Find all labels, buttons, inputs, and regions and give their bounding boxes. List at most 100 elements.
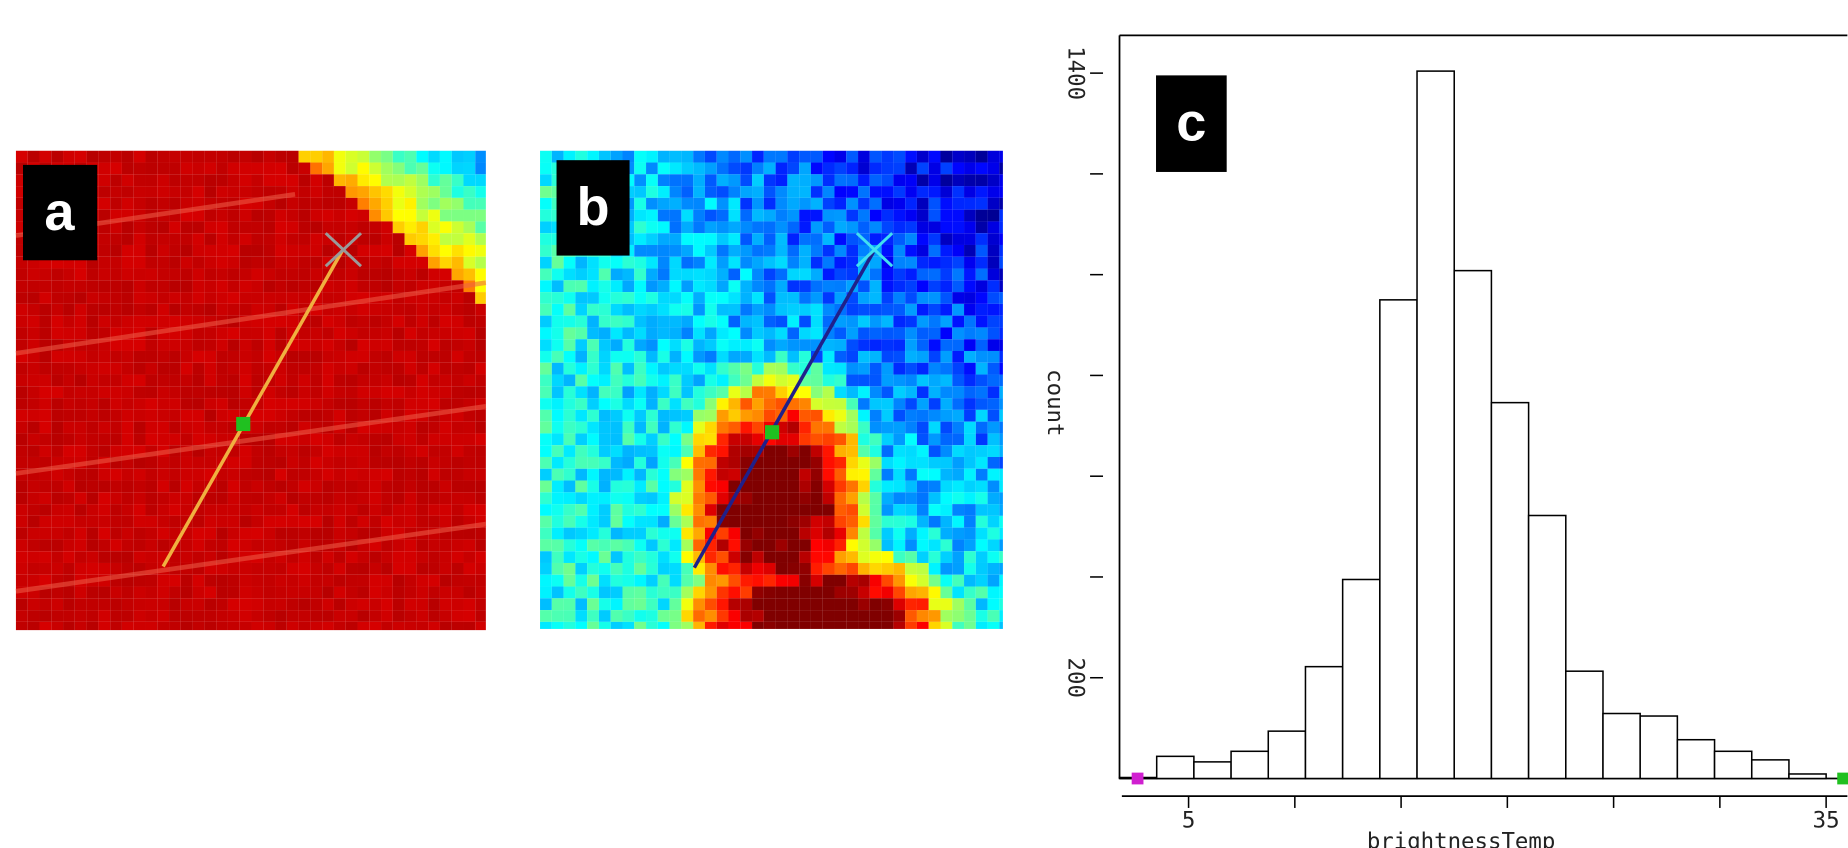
heat-cell	[346, 163, 358, 175]
heat-cell	[740, 186, 752, 198]
heat-cell	[346, 386, 358, 398]
heat-cell	[964, 186, 976, 198]
heat-cell	[440, 186, 452, 198]
heat-cell	[369, 563, 381, 575]
heat-cell	[611, 587, 623, 599]
heat-cell	[87, 492, 99, 504]
heat-cell	[440, 398, 452, 410]
heat-cell	[228, 516, 240, 528]
heat-cell	[905, 410, 917, 422]
heat-cell	[846, 269, 858, 281]
heat-cell	[658, 186, 670, 198]
heat-cell	[717, 339, 729, 351]
heat-cell	[917, 198, 929, 210]
heat-cell	[263, 492, 275, 504]
heat-cell	[952, 221, 964, 233]
heat-cell	[893, 174, 905, 186]
heat-cell	[988, 422, 1000, 434]
heat-cell	[357, 457, 369, 469]
heat-cell	[228, 504, 240, 516]
heat-cell	[275, 174, 287, 186]
heat-cell	[428, 245, 440, 257]
heat-cell	[157, 386, 169, 398]
heat-cell	[228, 269, 240, 281]
heat-cell	[369, 339, 381, 351]
heat-cell	[369, 481, 381, 493]
heat-cell	[381, 445, 393, 457]
heat-cell	[369, 174, 381, 186]
heat-cell	[39, 398, 51, 410]
heat-cell	[393, 516, 405, 528]
heat-cell	[670, 210, 682, 222]
heat-cell	[98, 292, 110, 304]
heat-cell	[670, 528, 682, 540]
bar	[1157, 756, 1194, 778]
heat-cell	[452, 351, 464, 363]
heat-cell	[428, 233, 440, 245]
heat-cell	[929, 398, 941, 410]
heat-cell	[988, 174, 1000, 186]
heat-cell	[134, 598, 146, 610]
heat-cell	[823, 539, 835, 551]
heat-cell	[976, 269, 988, 281]
heat-cell	[976, 363, 988, 375]
heat-cell	[381, 186, 393, 198]
heat-cell	[275, 269, 287, 281]
heat-cell	[964, 233, 976, 245]
heat-cell	[905, 551, 917, 563]
heat-cell	[776, 610, 788, 622]
heat-cell	[463, 539, 475, 551]
heat-cell	[240, 563, 252, 575]
heat-cell	[587, 587, 599, 599]
heat-cell	[681, 233, 693, 245]
heat-cell	[228, 327, 240, 339]
heat-cell	[216, 422, 228, 434]
heat-cell	[134, 304, 146, 316]
heat-cell	[988, 410, 1000, 422]
heat-cell	[693, 481, 705, 493]
heat-cell	[145, 386, 157, 398]
heat-cell	[63, 516, 75, 528]
heat-cell	[587, 269, 599, 281]
heat-cell	[16, 292, 28, 304]
heat-cell	[28, 457, 40, 469]
heat-cell	[587, 610, 599, 622]
heat-cell	[357, 245, 369, 257]
heat-cell	[381, 575, 393, 587]
heat-cell	[870, 280, 882, 292]
heat-cell	[357, 375, 369, 387]
heat-cell	[393, 351, 405, 363]
heat-cell	[428, 481, 440, 493]
heat-cell	[858, 398, 870, 410]
heat-cell	[587, 457, 599, 469]
heat-cell	[752, 186, 764, 198]
heat-cell	[564, 410, 576, 422]
heat-cell	[634, 516, 646, 528]
heat-cell	[764, 292, 776, 304]
heat-cell	[299, 151, 311, 163]
heat-cell	[463, 610, 475, 622]
heat-cell	[646, 163, 658, 175]
heat-cell	[988, 327, 1000, 339]
heat-cell	[893, 327, 905, 339]
heat-cell	[357, 269, 369, 281]
heat-cell	[587, 481, 599, 493]
heat-cell	[287, 151, 299, 163]
heat-cell	[134, 280, 146, 292]
heat-cell	[658, 151, 670, 163]
heat-cell	[440, 210, 452, 222]
heat-cell	[575, 386, 587, 398]
heat-cell	[834, 351, 846, 363]
heat-cell	[287, 528, 299, 540]
heat-cell	[811, 386, 823, 398]
heat-cell	[658, 504, 670, 516]
heat-cell	[787, 445, 799, 457]
heat-cell	[658, 245, 670, 257]
heat-cell	[999, 481, 1003, 493]
heat-cell	[75, 433, 87, 445]
heat-cell	[658, 316, 670, 328]
heat-cell	[905, 233, 917, 245]
heat-cell	[63, 351, 75, 363]
heat-cell	[999, 233, 1003, 245]
heat-cell	[169, 610, 181, 622]
